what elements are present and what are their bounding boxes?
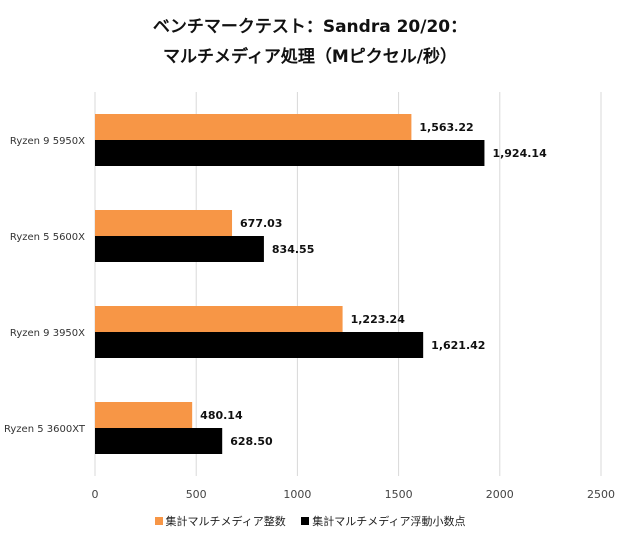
legend-label-float: 集計マルチメディア浮動小数点 <box>312 515 466 528</box>
data-label: 628.50 <box>230 435 273 448</box>
chart-title-line-2: マルチメディア処理（Mピクセル/秒） <box>163 47 457 67</box>
legend-item-integer: 集計マルチメディア整数 <box>154 513 286 529</box>
category-label: Ryzen 5 3600XT <box>4 424 86 435</box>
data-label: 677.03 <box>240 217 282 230</box>
chart-legend: 集計マルチメディア整数 集計マルチメディア浮動小数点 <box>0 513 620 529</box>
data-label: 1,563.22 <box>419 121 473 134</box>
bar <box>95 428 223 454</box>
x-tick-label: 500 <box>186 488 207 501</box>
data-label: 480.14 <box>200 409 243 422</box>
legend-label-integer: 集計マルチメディア整数 <box>165 515 286 528</box>
data-label: 1,621.42 <box>431 339 485 352</box>
legend-swatch-integer <box>154 517 163 525</box>
data-label: 1,223.24 <box>351 313 406 326</box>
x-tick-label: 2000 <box>486 488 514 501</box>
x-tick-label: 1000 <box>283 488 311 501</box>
bar <box>95 114 412 140</box>
chart-title-line-1: ベンチマークテスト：Sandra 20/20： <box>152 17 468 37</box>
bar <box>95 332 424 358</box>
bar <box>95 306 343 332</box>
legend-item-float: 集計マルチメディア浮動小数点 <box>301 513 465 529</box>
x-tick-label: 0 <box>92 488 99 501</box>
data-label: 1,924.14 <box>492 147 547 160</box>
x-tick-label: 1500 <box>385 488 413 501</box>
bar <box>95 402 193 428</box>
bar <box>95 236 264 262</box>
data-label: 834.55 <box>272 243 314 256</box>
legend-swatch-float <box>301 517 310 525</box>
category-label: Ryzen 9 5950X <box>10 136 85 147</box>
x-tick-label: 2500 <box>587 488 615 501</box>
category-label: Ryzen 5 5600X <box>10 232 85 243</box>
bar <box>95 140 485 166</box>
category-label: Ryzen 9 3950X <box>10 328 85 339</box>
bar <box>95 210 233 236</box>
